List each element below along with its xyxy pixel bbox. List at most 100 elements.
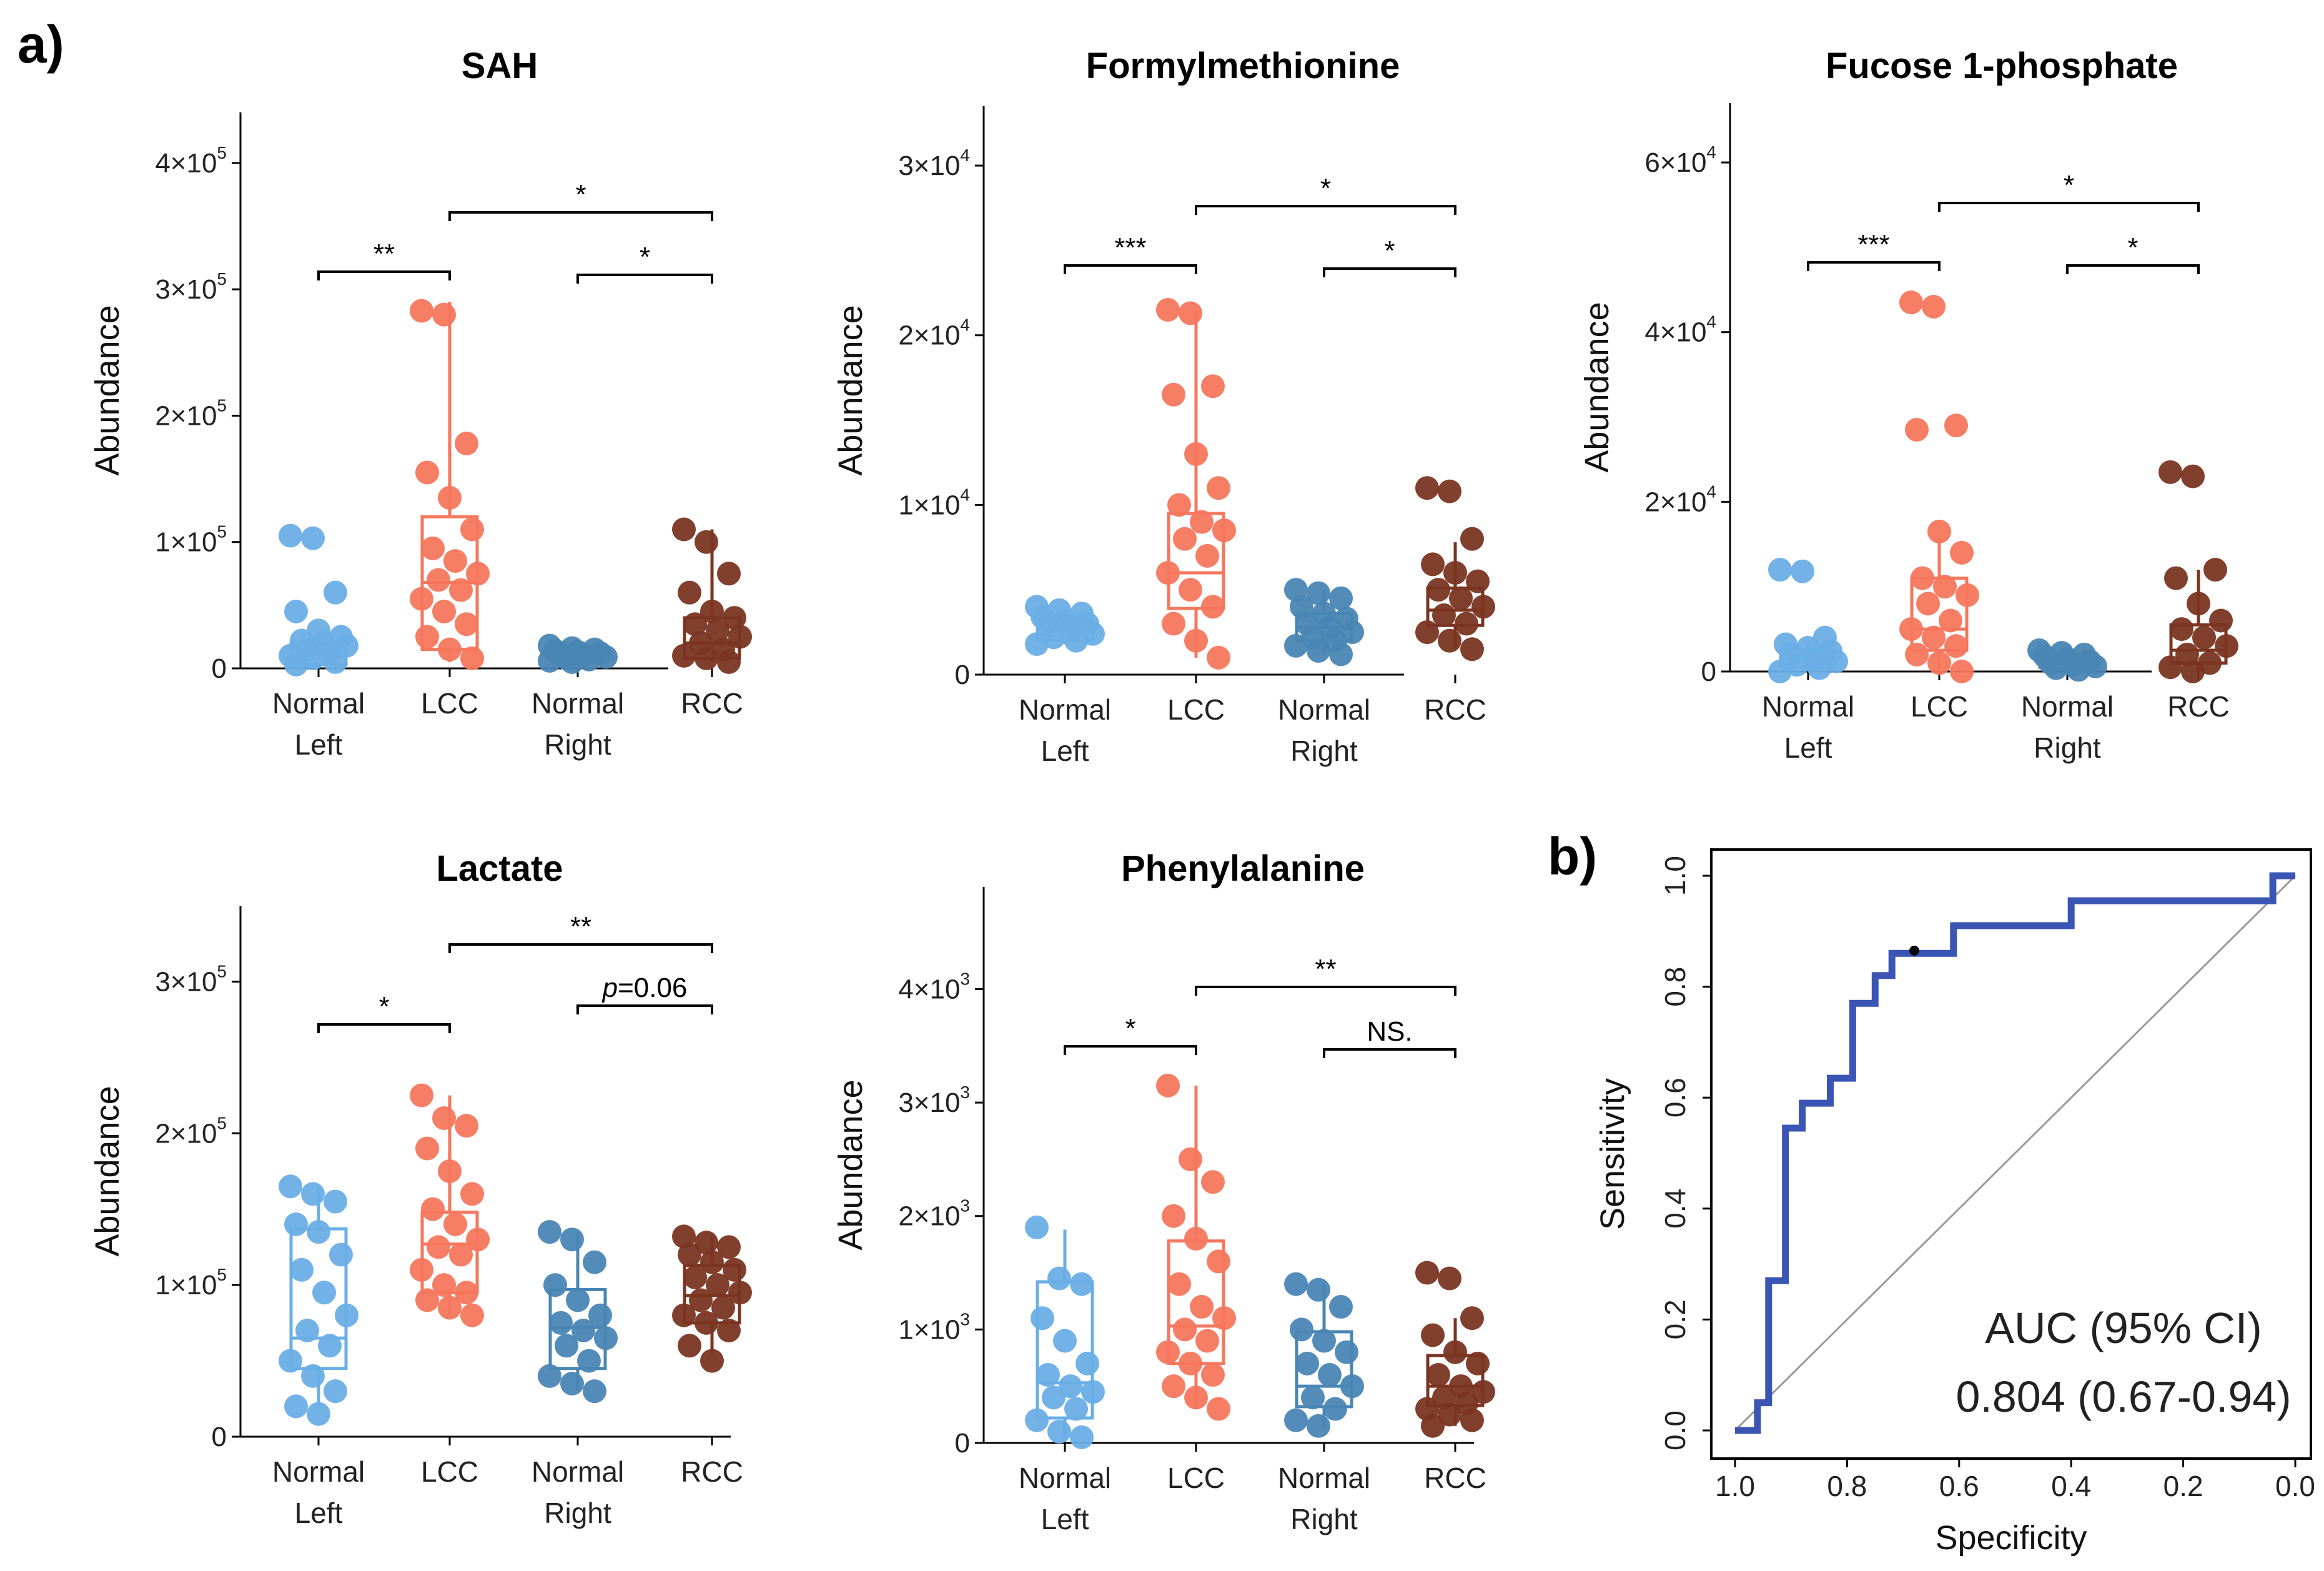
p1-sah-point-normal-left <box>284 652 308 676</box>
p3-fucose-1-phosphate-point-rcc <box>2158 460 2182 484</box>
p2-formylmethionine-x-tick-label: RCC <box>1424 693 1486 726</box>
p4-lactate-point-normal-right <box>560 1372 584 1395</box>
p3-fucose-1-phosphate-point-rcc <box>2215 634 2238 658</box>
p4-lactate-point-lcc <box>460 1182 484 1206</box>
p2-formylmethionine-point-lcc <box>1156 297 1180 322</box>
p5-phenylalanine-point-lcc <box>1207 1397 1230 1421</box>
p2-formylmethionine-point-rcc <box>1460 637 1484 662</box>
p4-lactate-point-normal-right <box>555 1334 578 1358</box>
p5-phenylalanine-point-normal-left <box>1025 1215 1049 1239</box>
p5-phenylalanine-y-tick-label: 2×103 <box>898 1196 970 1232</box>
p1-sah-point-rcc <box>717 562 741 586</box>
p4-lactate-sig-2-3-label: p=0.06 <box>601 973 688 1003</box>
p4-lactate-point-rcc <box>678 1242 701 1267</box>
p2-formylmethionine-point-lcc <box>1156 561 1180 585</box>
p4-lactate-point-normal-right <box>549 1311 573 1335</box>
p4-lactate-x-tick-label: RCC <box>681 1455 743 1488</box>
p2-formylmethionine-sig-1-3-bracket <box>1195 205 1456 215</box>
p5-phenylalanine-sig-2-3-label: NS. <box>1367 1016 1412 1047</box>
p5-phenylalanine-point-lcc <box>1201 1170 1225 1194</box>
p5-phenylalanine-point-rcc <box>1466 1351 1490 1375</box>
p4-lactate-y-tick-label: 3×105 <box>155 961 227 997</box>
p4-lactate-point-lcc <box>432 1106 456 1130</box>
roc-auc-label: AUC (95% CI) <box>1985 1304 2262 1352</box>
p4-lactate-point-rcc <box>706 1273 729 1297</box>
p2-formylmethionine-point-rcc <box>1460 527 1484 551</box>
p4-lactate-y-axis-label: Abundance <box>89 1086 126 1256</box>
p1-sah-sig-2-3-label: * <box>640 242 650 272</box>
p2-formylmethionine-x-tick-label: Normal <box>1019 693 1111 726</box>
roc-x-tick-label: 0.8 <box>1827 1470 1867 1502</box>
p4-lactate-point-normal-right <box>577 1349 601 1373</box>
p3-fucose-1-phosphate-sig-2-3-bracket <box>2066 264 2200 274</box>
p3-fucose-1-phosphate-sig-0-1-label: *** <box>1857 229 1889 260</box>
p1-sah-point-rcc <box>695 530 718 554</box>
roc-curve <box>1735 872 2295 1434</box>
p3-fucose-1-phosphate-point-normal-right <box>2067 658 2090 682</box>
p5-phenylalanine-point-normal-left <box>1042 1385 1066 1410</box>
p5-phenylalanine-point-lcc <box>1162 1374 1185 1399</box>
p1-sah-y-tick-label: 4×105 <box>155 143 227 179</box>
p1-sah-panel: SAH Abundance 0 1×105 2×105 3×105 4×105 Normal L… <box>89 46 752 761</box>
p1-sah-y-tick-label: 3×105 <box>155 269 227 305</box>
p2-formylmethionine-point-rcc <box>1415 476 1439 500</box>
p3-fucose-1-phosphate-point-rcc <box>2170 617 2193 642</box>
p5-phenylalanine-point-rcc <box>1471 1380 1495 1404</box>
p4-lactate-point-normal-right <box>560 1227 584 1252</box>
p5-phenylalanine-point-lcc <box>1179 1351 1202 1375</box>
p2-formylmethionine-point-lcc <box>1167 493 1191 517</box>
p2-formylmethionine-point-normal-right <box>1329 642 1353 667</box>
p4-lactate-point-normal-left <box>312 1281 336 1305</box>
p1-sah-point-normal-left <box>279 523 302 548</box>
p3-fucose-1-phosphate-point-lcc <box>1899 617 1923 642</box>
p1-sah-point-lcc <box>432 599 456 623</box>
p5-phenylalanine-x-tick-label: LCC <box>1167 1462 1225 1494</box>
p2-formylmethionine-point-lcc <box>1201 595 1225 619</box>
p1-sah-point-normal-right <box>538 648 561 673</box>
p4-lactate-point-rcc <box>717 1235 741 1259</box>
p1-sah-sig-1-3-label: * <box>575 179 586 210</box>
p1-sah-point-lcc <box>460 517 484 542</box>
p3-fucose-1-phosphate-point-rcc <box>2181 660 2205 683</box>
p3-fucose-1-phosphate-point-rcc <box>2203 558 2227 582</box>
p2-formylmethionine-x-tick-label: Right <box>1290 735 1358 767</box>
p2-formylmethionine-point-rcc <box>1443 561 1467 585</box>
p2-formylmethionine-point-rcc <box>1438 479 1461 503</box>
roc-x-axis-label: Specificity <box>1935 1519 2087 1557</box>
p4-lactate-point-normal-left <box>324 1379 347 1404</box>
p1-sah-point-lcc <box>432 302 456 327</box>
p1-sah-point-lcc <box>410 587 433 611</box>
p3-fucose-1-phosphate-y-tick-label: 0 <box>1701 657 1716 687</box>
p5-phenylalanine-point-rcc <box>1460 1408 1484 1432</box>
p1-sah-sig-0-1-bracket <box>317 270 451 280</box>
roc-y-tick-label: 0.2 <box>1659 1299 1691 1339</box>
p2-formylmethionine-y-tick-label: 2×104 <box>898 315 970 351</box>
p4-lactate-point-normal-left <box>307 1402 330 1426</box>
p5-phenylalanine-point-lcc <box>1173 1317 1197 1342</box>
p1-sah-point-lcc <box>438 637 462 662</box>
p1-sah-point-normal-left <box>301 526 325 550</box>
boxplot-panels: SAHAbundance01×1052×1053×1054×105NormalL… <box>89 46 2238 1535</box>
p2-formylmethionine-sig-0-1-label: *** <box>1114 232 1146 263</box>
roc-y-tick-label: 0.4 <box>1659 1189 1691 1229</box>
p4-lactate-point-lcc <box>438 1159 462 1183</box>
p2-formylmethionine-point-lcc <box>1173 527 1197 551</box>
p2-formylmethionine-point-lcc <box>1207 645 1230 670</box>
p5-phenylalanine-sig-1-3-label: ** <box>1315 954 1336 984</box>
p3-fucose-1-phosphate-point-rcc <box>2187 592 2210 616</box>
p4-lactate-point-rcc <box>717 1319 741 1342</box>
p4-lactate-sig-0-1-label: * <box>378 991 389 1022</box>
p4-lactate-point-normal-left <box>279 1349 302 1373</box>
p5-phenylalanine-point-rcc <box>1460 1306 1484 1331</box>
panel-a-label: a) <box>17 15 64 74</box>
p4-lactate-point-rcc <box>678 1334 701 1358</box>
p2-formylmethionine-y-axis-label: Abundance <box>832 305 869 475</box>
p4-lactate-point-rcc <box>711 1296 735 1320</box>
p1-sah-point-rcc <box>717 650 741 674</box>
p4-lactate-point-normal-left <box>335 1303 358 1327</box>
roc-y-tick-label: 1.0 <box>1659 856 1691 896</box>
p1-sah-point-rcc <box>706 618 729 643</box>
roc-panel: 1.0 0.8 0.6 0.4 0.2 0.0 0.0 0.2 0.4 0.6 0.8 1.0 Spec… <box>1594 848 2315 1557</box>
p5-phenylalanine-panel: Phenylalanine Abundance 0 1×103 2×103 3×103 4×… <box>832 848 1495 1535</box>
p1-sah-sig-1-3-bracket <box>448 211 713 221</box>
